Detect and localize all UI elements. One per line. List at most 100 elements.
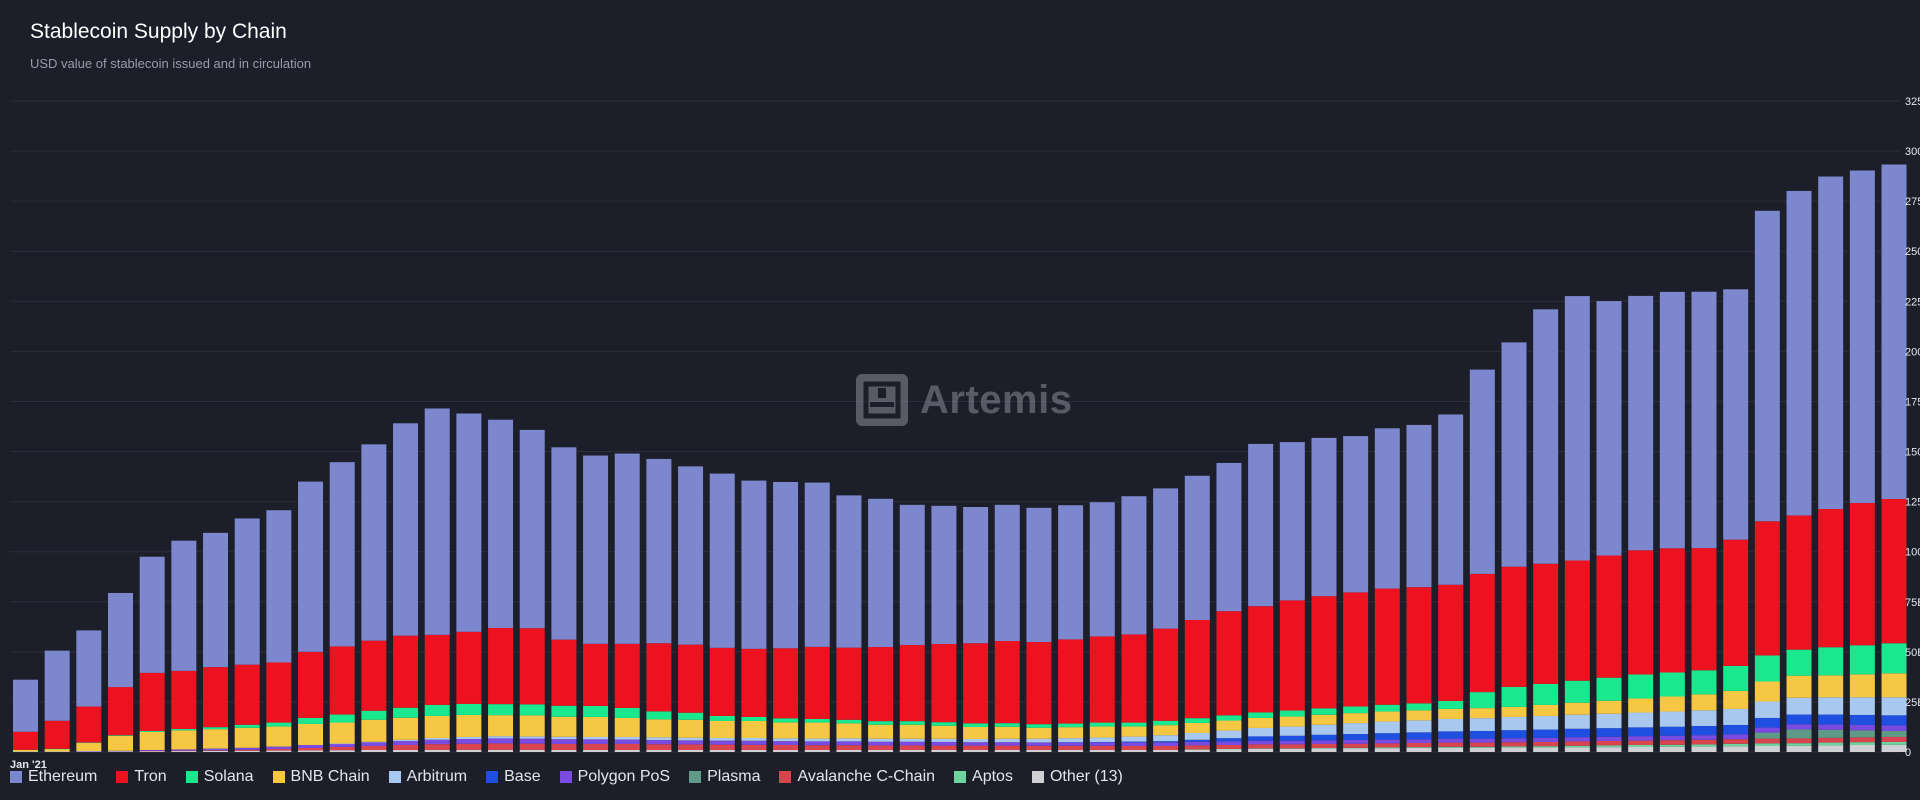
bar-segment[interactable] bbox=[1881, 715, 1907, 726]
bar-segment[interactable] bbox=[646, 744, 672, 750]
bar-segment[interactable] bbox=[1121, 742, 1147, 746]
bar-segment[interactable] bbox=[1881, 741, 1907, 745]
bar-segment[interactable] bbox=[1026, 724, 1052, 728]
bar-segment[interactable] bbox=[329, 750, 355, 752]
bar-segment[interactable] bbox=[298, 750, 324, 752]
bar-segment[interactable] bbox=[1279, 710, 1305, 717]
bar-segment[interactable] bbox=[1723, 690, 1749, 709]
bar-segment[interactable] bbox=[266, 746, 292, 749]
bar-stack[interactable] bbox=[836, 495, 862, 752]
bar-segment[interactable] bbox=[1881, 164, 1907, 500]
bar-segment[interactable] bbox=[614, 643, 640, 708]
bar-segment[interactable] bbox=[551, 743, 577, 750]
bar-segment[interactable] bbox=[963, 507, 989, 644]
bar-stack[interactable] bbox=[1343, 436, 1369, 752]
bar-segment[interactable] bbox=[488, 715, 514, 737]
bar-segment[interactable] bbox=[1564, 737, 1590, 742]
bar-segment[interactable] bbox=[709, 737, 735, 741]
bar-segment[interactable] bbox=[1849, 724, 1875, 731]
bar-segment[interactable] bbox=[488, 628, 514, 705]
bar-segment[interactable] bbox=[424, 744, 450, 750]
bar-segment[interactable] bbox=[1406, 720, 1432, 733]
bar-stack[interactable] bbox=[108, 592, 134, 752]
bar-stack[interactable] bbox=[1089, 502, 1115, 752]
bar-segment[interactable] bbox=[931, 745, 957, 750]
bar-segment[interactable] bbox=[1089, 741, 1115, 743]
bar-segment[interactable] bbox=[1691, 694, 1717, 711]
bar-segment[interactable] bbox=[1723, 724, 1749, 735]
bar-segment[interactable] bbox=[1248, 606, 1274, 713]
bar-segment[interactable] bbox=[1184, 732, 1210, 740]
bar-segment[interactable] bbox=[1501, 746, 1527, 748]
bar-segment[interactable] bbox=[1596, 745, 1622, 748]
legend-item[interactable]: BNB Chain bbox=[272, 768, 370, 786]
bar-segment[interactable] bbox=[171, 728, 197, 731]
bar-stack[interactable] bbox=[1058, 505, 1084, 752]
bar-segment[interactable] bbox=[1248, 717, 1274, 728]
bar-segment[interactable] bbox=[963, 738, 989, 743]
bar-segment[interactable] bbox=[741, 737, 767, 741]
bar-segment[interactable] bbox=[76, 742, 102, 744]
bar-segment[interactable] bbox=[1881, 499, 1907, 644]
bar-segment[interactable] bbox=[1849, 714, 1875, 725]
bar-segment[interactable] bbox=[329, 743, 355, 747]
bar-segment[interactable] bbox=[1184, 749, 1210, 750]
bar-segment[interactable] bbox=[1438, 738, 1464, 743]
bar-segment[interactable] bbox=[1153, 488, 1179, 629]
bar-segment[interactable] bbox=[1026, 642, 1052, 725]
bar-stack[interactable] bbox=[361, 444, 387, 752]
bar-segment[interactable] bbox=[773, 481, 799, 649]
bar-stack[interactable] bbox=[1374, 428, 1400, 752]
bar-segment[interactable] bbox=[139, 751, 165, 752]
bar-segment[interactable] bbox=[1754, 738, 1780, 744]
bar-segment[interactable] bbox=[1628, 727, 1654, 737]
bar-segment[interactable] bbox=[1564, 714, 1590, 729]
bar-segment[interactable] bbox=[1438, 700, 1464, 709]
bar-segment[interactable] bbox=[1659, 291, 1685, 549]
bar-segment[interactable] bbox=[646, 750, 672, 752]
bar-segment[interactable] bbox=[1058, 745, 1084, 750]
bar-segment[interactable] bbox=[203, 727, 229, 730]
bar-segment[interactable] bbox=[868, 738, 894, 742]
bar-segment[interactable] bbox=[1121, 741, 1147, 743]
bar-segment[interactable] bbox=[361, 640, 387, 711]
bar-segment[interactable] bbox=[1818, 647, 1844, 676]
bar-segment[interactable] bbox=[203, 750, 229, 752]
bar-segment[interactable] bbox=[1026, 742, 1052, 746]
bar-segment[interactable] bbox=[329, 746, 355, 751]
bar-segment[interactable] bbox=[868, 498, 894, 648]
bar-segment[interactable] bbox=[614, 717, 640, 737]
bar-segment[interactable] bbox=[931, 738, 957, 742]
bar-segment[interactable] bbox=[203, 750, 229, 751]
bar-segment[interactable] bbox=[1469, 730, 1495, 739]
bar-segment[interactable] bbox=[1438, 731, 1464, 739]
bar-segment[interactable] bbox=[1533, 741, 1559, 747]
bar-segment[interactable] bbox=[1279, 735, 1305, 741]
bar-segment[interactable] bbox=[1374, 704, 1400, 712]
bar-segment[interactable] bbox=[488, 738, 514, 744]
legend-item[interactable]: Arbitrum bbox=[388, 768, 467, 786]
bar-segment[interactable] bbox=[709, 473, 735, 648]
bar-stack[interactable] bbox=[456, 413, 482, 752]
bar-segment[interactable] bbox=[393, 717, 419, 740]
legend-item[interactable]: Other (13) bbox=[1031, 768, 1123, 786]
bar-segment[interactable] bbox=[1469, 718, 1495, 731]
bar-segment[interactable] bbox=[1754, 210, 1780, 522]
bar-segment[interactable] bbox=[519, 429, 545, 629]
bar-segment[interactable] bbox=[1849, 170, 1875, 504]
bar-segment[interactable] bbox=[1533, 747, 1559, 752]
bar-segment[interactable] bbox=[1849, 697, 1875, 715]
bar-segment[interactable] bbox=[1469, 573, 1495, 693]
bar-segment[interactable] bbox=[741, 740, 767, 745]
bar-segment[interactable] bbox=[963, 723, 989, 727]
bar-stack[interactable] bbox=[1786, 190, 1812, 752]
bar-segment[interactable] bbox=[583, 739, 609, 744]
bar-stack[interactable] bbox=[329, 462, 355, 752]
bar-segment[interactable] bbox=[139, 750, 165, 752]
bar-segment[interactable] bbox=[1723, 734, 1749, 740]
legend-item[interactable]: Plasma bbox=[689, 768, 760, 786]
bar-segment[interactable] bbox=[1343, 748, 1369, 752]
bar-segment[interactable] bbox=[583, 750, 609, 752]
bar-segment[interactable] bbox=[1691, 744, 1717, 747]
bar-segment[interactable] bbox=[1026, 745, 1052, 750]
